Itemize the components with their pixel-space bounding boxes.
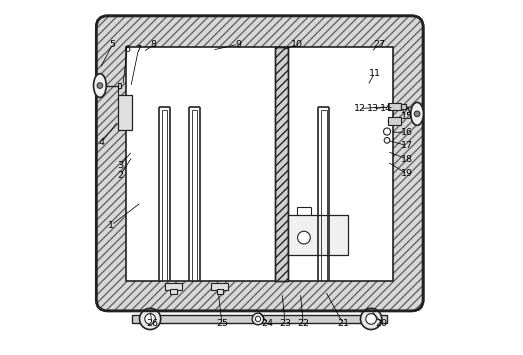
Text: 26: 26 xyxy=(146,319,158,328)
Text: 21: 21 xyxy=(337,319,349,328)
Circle shape xyxy=(140,308,161,329)
Text: 20: 20 xyxy=(376,319,388,328)
Bar xyxy=(288,215,348,255)
Circle shape xyxy=(252,313,264,325)
Text: 15: 15 xyxy=(401,112,413,121)
Text: 23: 23 xyxy=(279,319,291,328)
Text: 11: 11 xyxy=(369,69,381,78)
Bar xyxy=(275,47,288,281)
Text: 13: 13 xyxy=(367,104,379,113)
Circle shape xyxy=(298,231,310,244)
Text: 25: 25 xyxy=(216,319,228,328)
Text: 27: 27 xyxy=(373,40,385,49)
Text: 14: 14 xyxy=(380,104,392,113)
Text: 3: 3 xyxy=(117,160,123,170)
Text: 10: 10 xyxy=(291,40,303,49)
FancyBboxPatch shape xyxy=(126,47,393,281)
Bar xyxy=(118,83,121,88)
Bar xyxy=(132,315,387,323)
Text: 4: 4 xyxy=(99,138,105,147)
Bar xyxy=(401,105,405,109)
Text: 18: 18 xyxy=(401,155,413,164)
Bar xyxy=(388,118,401,125)
Bar xyxy=(170,289,177,294)
Text: 16: 16 xyxy=(401,128,413,137)
Text: 6: 6 xyxy=(124,45,130,54)
Text: 5: 5 xyxy=(109,40,115,49)
Text: 8: 8 xyxy=(151,40,157,49)
Text: 24: 24 xyxy=(261,319,273,328)
Text: 2: 2 xyxy=(117,171,123,180)
Text: 22: 22 xyxy=(297,319,309,328)
Text: 19: 19 xyxy=(401,169,413,179)
Bar xyxy=(388,103,401,110)
Text: 1: 1 xyxy=(108,221,114,230)
Circle shape xyxy=(145,313,155,324)
Circle shape xyxy=(255,316,260,322)
Ellipse shape xyxy=(411,102,424,125)
Bar xyxy=(275,47,288,281)
Circle shape xyxy=(97,83,103,88)
Bar xyxy=(217,289,223,294)
Bar xyxy=(401,104,406,109)
Bar xyxy=(165,283,181,290)
Circle shape xyxy=(383,128,391,135)
Text: 17: 17 xyxy=(401,141,413,150)
Text: 12: 12 xyxy=(354,104,366,113)
Circle shape xyxy=(384,137,390,143)
Circle shape xyxy=(366,313,377,324)
Circle shape xyxy=(414,111,420,117)
Circle shape xyxy=(360,308,382,329)
Bar xyxy=(211,283,228,290)
FancyBboxPatch shape xyxy=(96,16,423,311)
Text: 7: 7 xyxy=(135,45,141,54)
FancyBboxPatch shape xyxy=(96,16,423,311)
Text: 9: 9 xyxy=(235,40,242,49)
Bar xyxy=(118,95,132,130)
Ellipse shape xyxy=(94,74,106,97)
